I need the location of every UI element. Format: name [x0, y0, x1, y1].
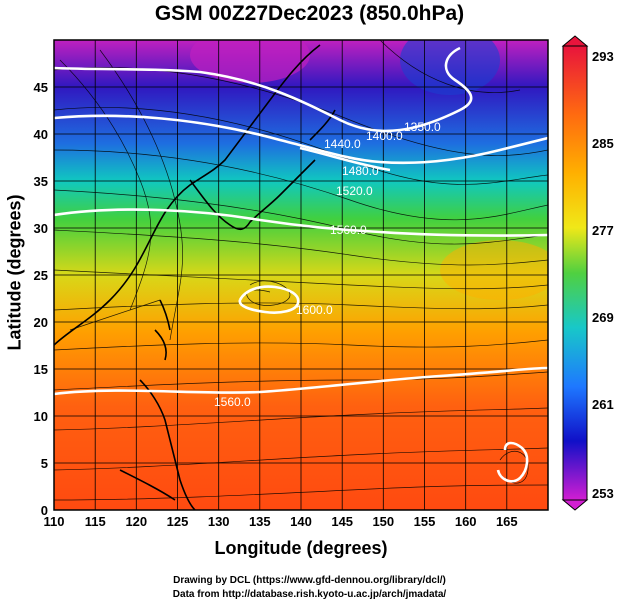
plot-frame [53, 39, 549, 511]
colorbar-label: 253 [592, 486, 614, 501]
x-tick-label: 155 [414, 514, 436, 529]
colorbar-label: 261 [592, 397, 614, 412]
colorbar-labels: 293 285 277 269 261 253 [592, 49, 614, 501]
x-tick-label: 130 [208, 514, 230, 529]
streamlines [54, 40, 548, 501]
cold-core-2 [400, 40, 500, 95]
x-tick-label: 160 [455, 514, 477, 529]
y-tick-label: 25 [34, 268, 48, 283]
x-tick-label: 145 [331, 514, 353, 529]
contour-label: 1560.0 [330, 223, 367, 237]
y-tick-label: 40 [34, 127, 48, 142]
contour-label: 1400.0 [366, 129, 403, 143]
footer-drawing-credit: Drawing by DCL (https://www.gfd-dennou.o… [173, 575, 446, 586]
chart-title: GSM 00Z27Dec2023 (850.0hPa) [154, 2, 465, 25]
contour-label: 1480.0 [342, 164, 379, 178]
y-ticks: 0 5 10 15 20 25 30 35 40 45 [34, 80, 48, 518]
x-tick-label: 120 [125, 514, 147, 529]
x-axis-label: Longitude (degrees) [214, 538, 388, 558]
y-tick-label: 45 [34, 80, 48, 95]
contours [54, 46, 548, 483]
x-tick-label: 135 [249, 514, 271, 529]
contour-label-group: 1350.0 1400.0 1440.0 1480.0 1520.0 1560.… [214, 120, 441, 409]
x-tick-label: 125 [167, 514, 189, 529]
colorbar-bottom-arrow [561, 499, 589, 511]
grid [54, 40, 548, 510]
x-ticks: 110 115 120 125 130 135 140 145 150 155 … [44, 514, 518, 529]
y-tick-label: 10 [34, 409, 48, 424]
x-tick-label: 110 [44, 514, 65, 529]
colorbar-label: 293 [592, 49, 614, 64]
warm-anomaly [440, 240, 548, 300]
contour-label: 1520.0 [336, 184, 373, 198]
y-axis-label: Latitude (degrees) [4, 194, 25, 351]
contour-label: 1560.0 [214, 395, 251, 409]
x-tick-label: 150 [372, 514, 394, 529]
colorbar-top-arrow [561, 35, 589, 47]
colorbar [561, 35, 589, 511]
y-tick-label: 35 [34, 174, 48, 189]
colorbar-label: 277 [592, 223, 614, 238]
colorbar-bar [562, 45, 588, 501]
footer-data-credit: Data from http://database.rish.kyoto-u.a… [172, 589, 447, 600]
colorbar-label: 285 [592, 136, 614, 151]
contour-label: 1440.0 [324, 137, 361, 151]
y-tick-label: 0 [41, 503, 48, 518]
y-tick-label: 20 [34, 315, 48, 330]
cold-core [190, 40, 310, 83]
contour-label: 1600.0 [296, 303, 333, 317]
x-tick-label: 140 [290, 514, 312, 529]
y-tick-label: 15 [34, 362, 48, 377]
y-tick-label: 5 [41, 456, 48, 471]
x-tick-label: 115 [85, 514, 106, 529]
x-tick-label: 165 [496, 514, 518, 529]
y-tick-label: 30 [34, 221, 48, 236]
contour-label: 1350.0 [404, 120, 441, 134]
colorbar-label: 269 [592, 310, 614, 325]
